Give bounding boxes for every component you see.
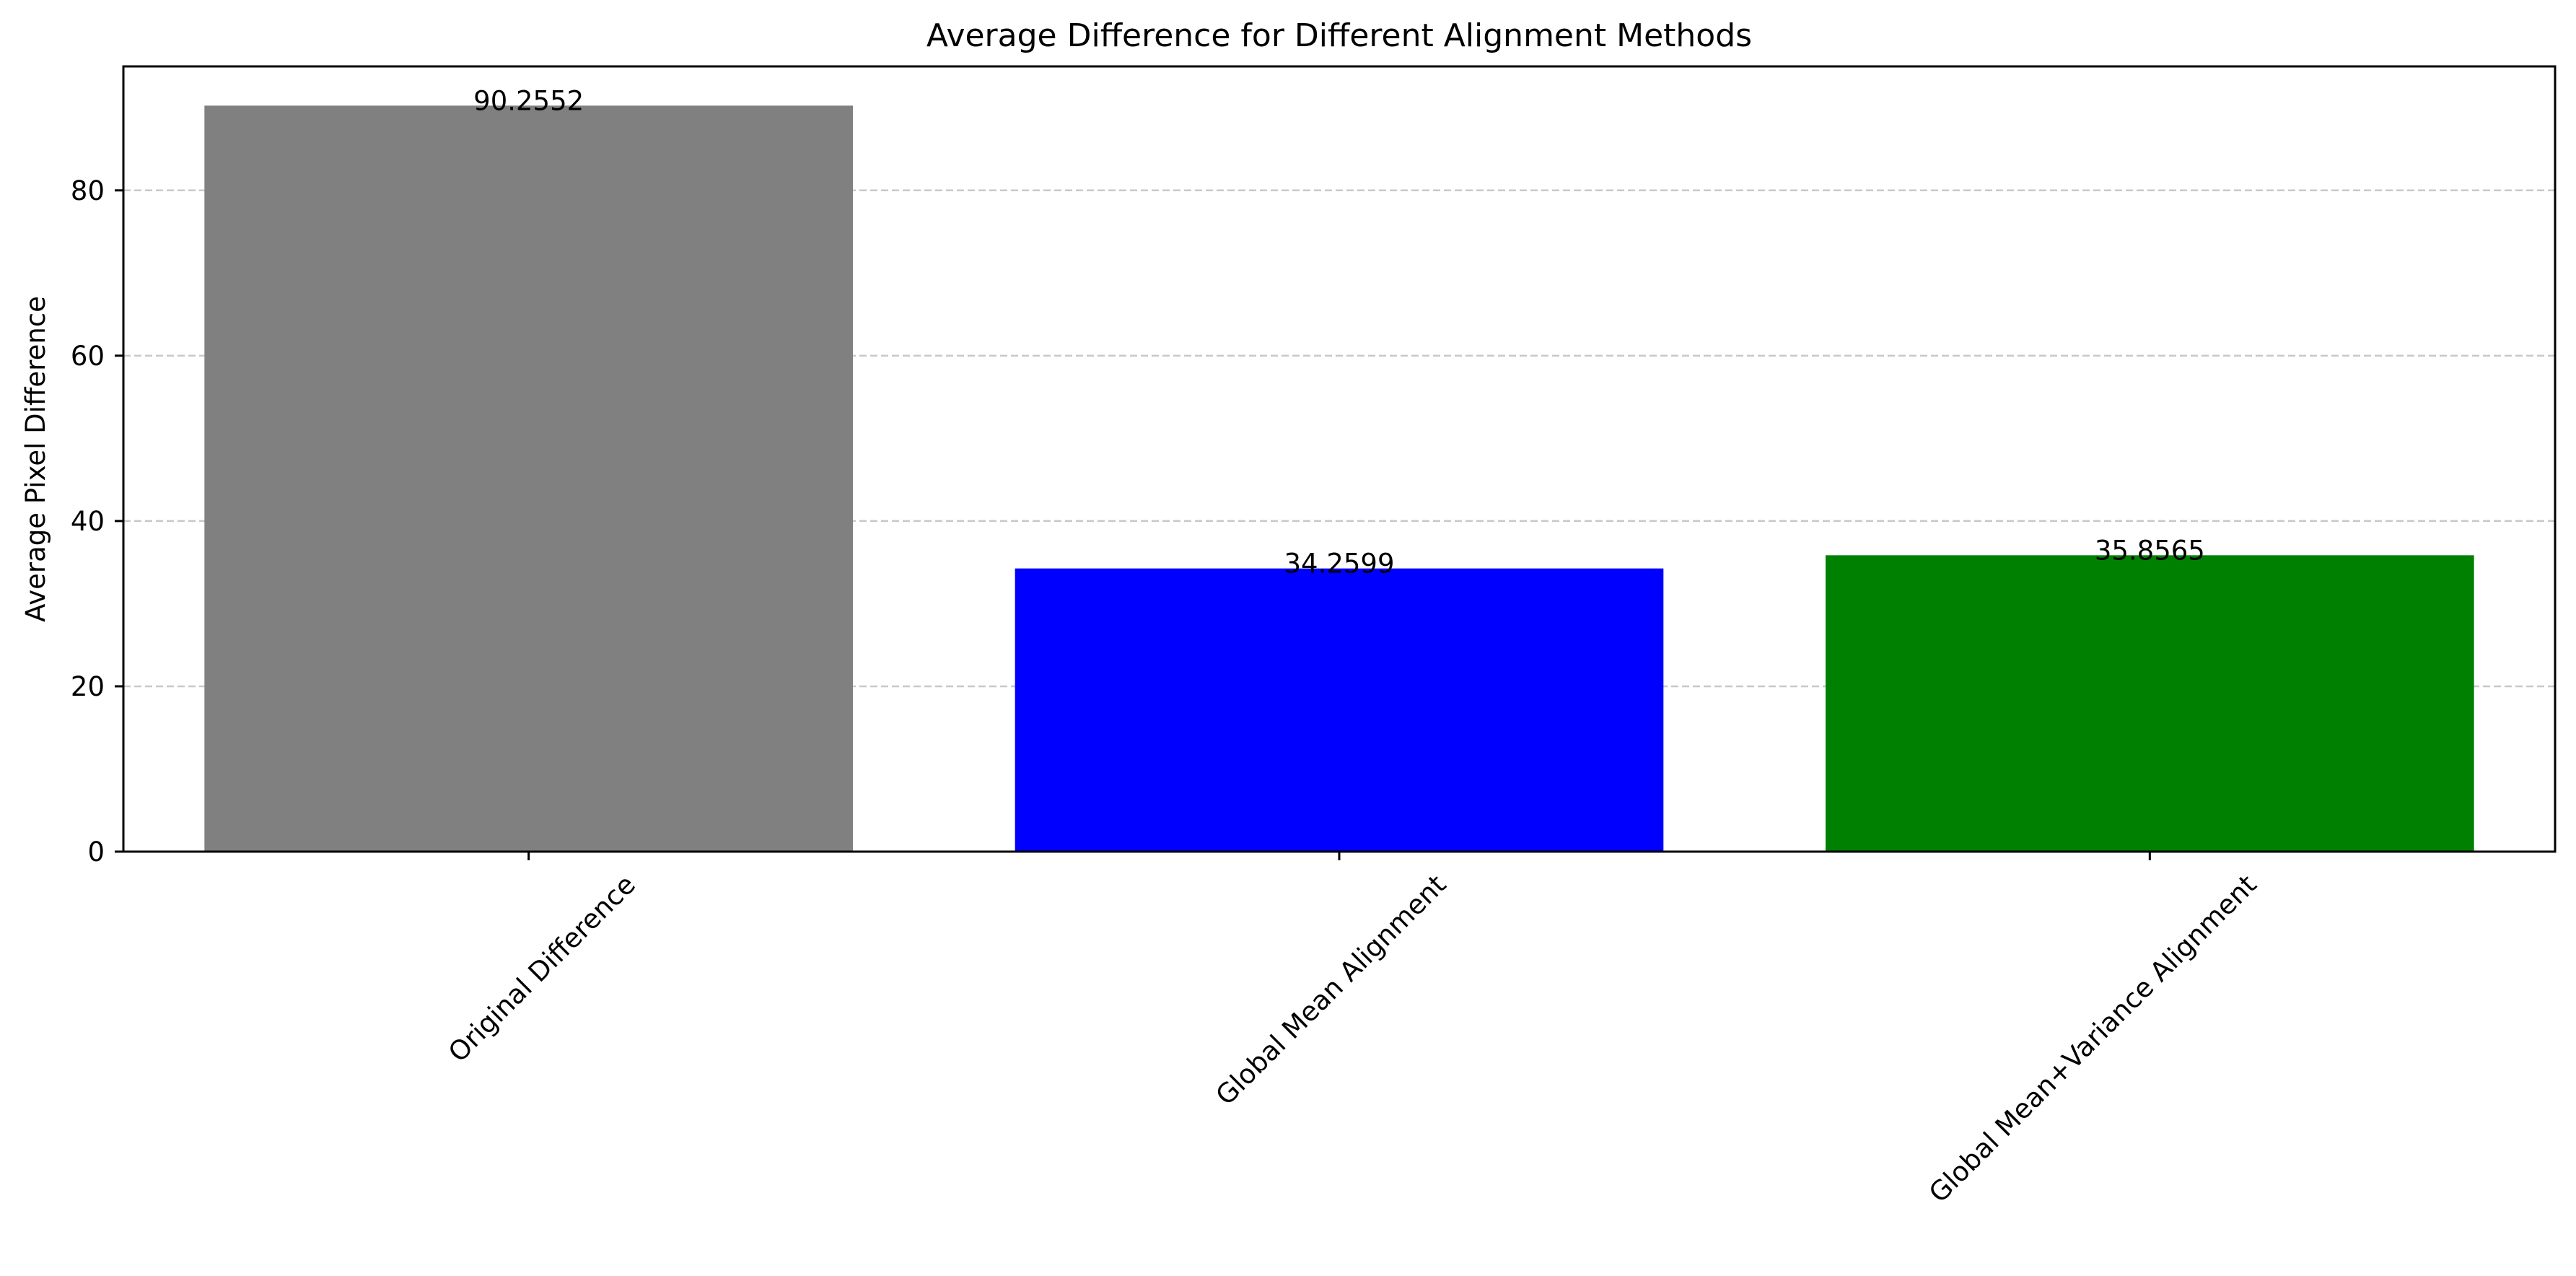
y-tick-label: 60 [71, 341, 105, 372]
bar-value-label: 34.2599 [1284, 549, 1394, 580]
bar [204, 105, 853, 852]
y-tick-label: 0 [87, 836, 105, 868]
y-tick-label: 80 [71, 175, 105, 206]
y-tick-label: 40 [71, 506, 105, 537]
chart-title: Average Difference for Different Alignme… [926, 17, 1752, 54]
bar [1826, 555, 2474, 852]
y-tick-label: 20 [71, 671, 105, 702]
y-axis-ticks: 0 20 40 60 80 [71, 175, 123, 868]
bar [1015, 568, 1664, 852]
bars [204, 105, 2474, 852]
bar-value-label: 90.2552 [473, 85, 584, 116]
data-labels: 90.2552 34.2599 35.8565 [473, 85, 2205, 579]
bar-value-label: 35.8565 [2095, 535, 2205, 566]
y-axis-title: Average Pixel Difference [20, 296, 51, 622]
